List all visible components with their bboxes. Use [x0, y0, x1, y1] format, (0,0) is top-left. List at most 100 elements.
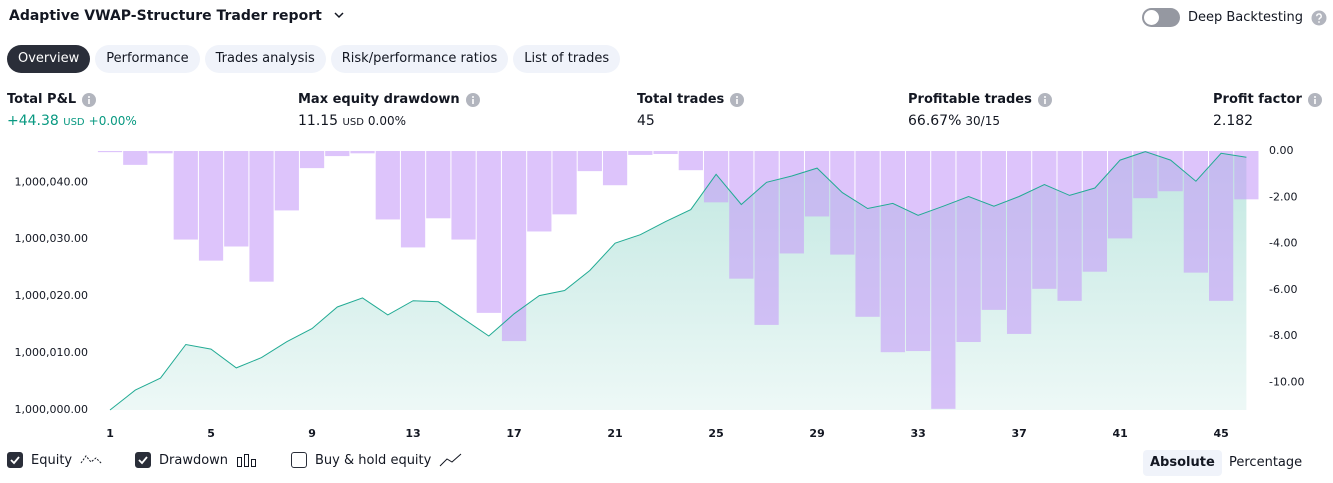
- drawdown-bar: [224, 151, 249, 247]
- drawdown-bar: [552, 151, 577, 215]
- tab[interactable]: Overview: [7, 45, 91, 73]
- drawdown-bar: [123, 151, 148, 165]
- stat: Total P&L +44.38 USD +0.00%: [7, 92, 137, 129]
- stat-label-text: Total trades: [637, 92, 725, 107]
- y-tick-label: 1,000,020.00: [15, 289, 88, 302]
- x-tick-label: 29: [809, 427, 824, 440]
- drawdown-bar: [501, 151, 527, 342]
- tabs: Overview Performance Trades analysis Risk/p…: [7, 45, 621, 73]
- x-tick-label: 13: [405, 427, 420, 440]
- stat-value: 66.67% 30/15: [908, 113, 1052, 129]
- info-icon: [465, 92, 480, 107]
- x-tick-label: 9: [308, 427, 316, 440]
- drawdown-bar: [1082, 151, 1107, 272]
- drawdown-bar: [1208, 151, 1234, 301]
- y2-tick-label: -6.00: [1269, 283, 1297, 296]
- stat: Profitable trades 66.67% 30/15: [908, 92, 1052, 129]
- info-icon: [730, 92, 745, 107]
- y-tick-label: 1,000,030.00: [15, 232, 88, 245]
- drawdown-bar: [577, 151, 602, 172]
- legend-icon: [439, 453, 462, 467]
- stat-extra: 30/15: [965, 114, 1000, 128]
- legend-equity[interactable]: Equity: [7, 452, 104, 468]
- checkbox[interactable]: [291, 452, 307, 468]
- tab[interactable]: List of trades: [513, 45, 621, 73]
- stat-value: 2.182: [1213, 113, 1322, 129]
- drawdown-bar: [375, 151, 400, 220]
- stat-value-text: 66.67%: [908, 113, 962, 129]
- stat-value-text: 2.182: [1213, 113, 1254, 129]
- tab[interactable]: Risk/performance ratios: [330, 45, 509, 73]
- legend-label: Buy & hold equity: [315, 452, 432, 468]
- info-icon: [82, 92, 97, 107]
- checkbox[interactable]: [135, 452, 151, 468]
- drawdown-bar: [476, 151, 501, 313]
- x-tick-label: 37: [1011, 427, 1026, 440]
- x-tick-label: 1: [106, 427, 114, 440]
- title-text: Adaptive VWAP-Structure Trader report: [9, 8, 322, 24]
- stat-unit: USD: [63, 117, 85, 128]
- legend-drawdown[interactable]: Drawdown: [135, 452, 258, 468]
- tab[interactable]: Performance: [95, 45, 200, 73]
- deep-backtesting: Deep Backtesting: [1142, 8, 1327, 27]
- stat-extra: 0.00%: [367, 114, 407, 128]
- drawdown-bar: [653, 151, 678, 155]
- x-tick-label: 41: [1112, 427, 1127, 440]
- drawdown-bar: [905, 151, 931, 352]
- equity-line: [109, 151, 1247, 411]
- legend-icon: [80, 455, 103, 465]
- drawdown-bar: [1006, 151, 1032, 334]
- stat-value: 11.15 USD 0.00%: [298, 113, 480, 129]
- legend-label: Drawdown: [159, 452, 229, 468]
- stat-unit: USD: [342, 117, 364, 128]
- stat: Max equity drawdown 11.15 USD 0.00%: [298, 92, 480, 129]
- y2-tick-label: -4.00: [1269, 237, 1297, 250]
- x-tick-label: 33: [910, 427, 925, 440]
- checkbox[interactable]: [7, 452, 23, 468]
- drawdown-bar: [1057, 151, 1082, 301]
- absolute-button[interactable]: Absolute: [1143, 450, 1222, 476]
- drawdown-bar: [1234, 151, 1259, 200]
- stat-value-text: 45: [637, 113, 655, 129]
- help-icon[interactable]: [1311, 10, 1327, 26]
- drawdown-bar: [804, 151, 830, 217]
- drawdown-bar: [602, 151, 628, 186]
- toggle[interactable]: [1142, 8, 1180, 27]
- drawdown-bar: [931, 151, 956, 409]
- drawdown-bar: [754, 151, 779, 325]
- drawdown-bar: [325, 151, 350, 157]
- drawdown-bar: [1183, 151, 1208, 273]
- drawdown-bar: [400, 151, 426, 248]
- percentage-button[interactable]: Percentage: [1229, 455, 1303, 470]
- drawdown-bar: [198, 151, 224, 261]
- stat-label: Profit factor: [1213, 92, 1322, 107]
- drawdown-bar: [527, 151, 552, 232]
- stat-label: Profitable trades: [908, 92, 1052, 107]
- y-tick-label: 1,000,040.00: [15, 175, 88, 188]
- drawdown-bar: [1032, 151, 1057, 289]
- drawdown-bar: [880, 151, 905, 353]
- stat-value-text: +44.38: [7, 113, 59, 129]
- drawdown-bar: [350, 151, 375, 154]
- tab[interactable]: Trades analysis: [204, 45, 326, 73]
- y-tick-label: 1,000,010.00: [15, 346, 88, 359]
- y-tick-label: 1,000,000.00: [15, 403, 88, 416]
- stat-label: Total trades: [637, 92, 745, 107]
- stat-label-text: Profitable trades: [908, 92, 1032, 107]
- drawdown-bar: [981, 151, 1006, 310]
- drawdown-bar: [956, 151, 981, 343]
- drawdown-bar: [249, 151, 274, 282]
- stat-label-text: Max equity drawdown: [298, 92, 460, 107]
- drawdown-bar: [678, 151, 703, 171]
- report-title[interactable]: Adaptive VWAP-Structure Trader report: [9, 8, 345, 24]
- y2-tick-label: -2.00: [1269, 190, 1297, 203]
- toggle-label: Deep Backtesting: [1188, 10, 1304, 25]
- drawdown-bar: [1133, 151, 1158, 199]
- drawdown-bar: [97, 151, 123, 153]
- legend-buyhold[interactable]: Buy & hold equity: [291, 452, 463, 468]
- x-tick-label: 45: [1213, 427, 1228, 440]
- y2-tick-label: -8.00: [1269, 329, 1297, 342]
- drawdown-bar: [451, 151, 476, 240]
- stat-extra: +0.00%: [88, 114, 137, 128]
